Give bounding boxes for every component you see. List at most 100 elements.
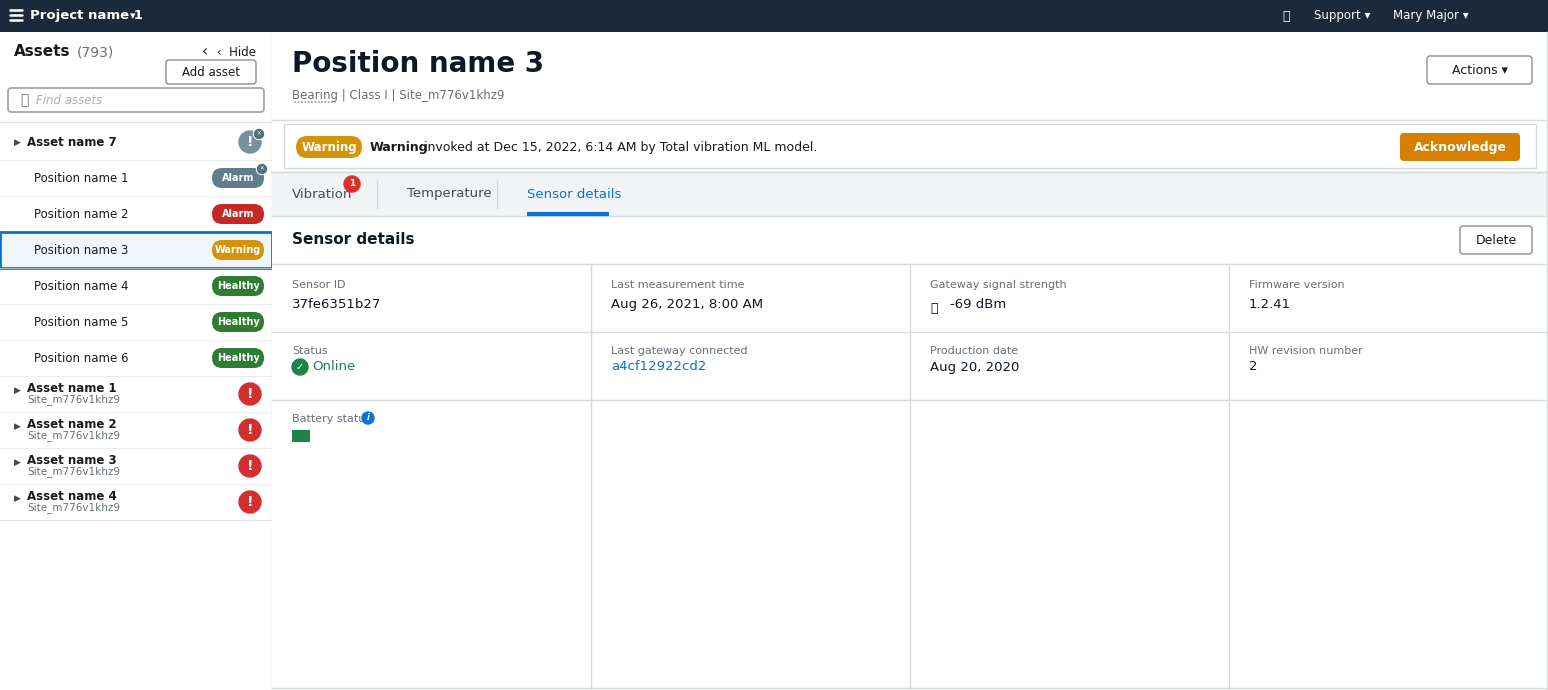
- Text: ✕: ✕: [257, 132, 262, 137]
- Text: Battery status: Battery status: [293, 414, 372, 424]
- Text: Warning: Warning: [215, 245, 262, 255]
- Text: HW revision number: HW revision number: [1249, 346, 1362, 356]
- FancyBboxPatch shape: [212, 312, 265, 332]
- Text: Position name 5: Position name 5: [34, 315, 128, 328]
- Text: Site_m776v1khz9: Site_m776v1khz9: [26, 395, 121, 406]
- Text: ▶: ▶: [14, 422, 20, 431]
- FancyBboxPatch shape: [0, 0, 1548, 32]
- FancyBboxPatch shape: [283, 124, 1536, 168]
- FancyBboxPatch shape: [212, 204, 265, 224]
- Text: Last measurement time: Last measurement time: [611, 280, 745, 290]
- Text: Support ▾: Support ▾: [1314, 10, 1370, 23]
- Text: ✕: ✕: [260, 166, 265, 172]
- Text: Site_m776v1khz9: Site_m776v1khz9: [26, 502, 121, 513]
- FancyBboxPatch shape: [212, 168, 265, 188]
- Circle shape: [238, 455, 262, 477]
- Text: !: !: [246, 387, 254, 401]
- Text: 🔔: 🔔: [1282, 10, 1289, 23]
- Text: !: !: [246, 459, 254, 473]
- Text: Position name 3: Position name 3: [293, 50, 545, 78]
- FancyBboxPatch shape: [0, 232, 272, 268]
- FancyBboxPatch shape: [272, 32, 1548, 120]
- Text: !: !: [246, 135, 254, 149]
- FancyBboxPatch shape: [8, 88, 265, 112]
- Text: ▶: ▶: [14, 493, 20, 502]
- Text: -69 dBm: -69 dBm: [950, 298, 1006, 311]
- Text: ▶: ▶: [14, 457, 20, 466]
- FancyBboxPatch shape: [212, 240, 265, 260]
- Circle shape: [254, 128, 265, 139]
- FancyBboxPatch shape: [1399, 133, 1520, 161]
- Text: Assets: Assets: [14, 44, 71, 59]
- Text: Asset name 3: Asset name 3: [26, 453, 116, 466]
- Text: Project name 1: Project name 1: [29, 10, 142, 23]
- Text: Online: Online: [313, 360, 354, 373]
- Text: a4cf12922cd2: a4cf12922cd2: [611, 360, 706, 373]
- Text: Firmware version: Firmware version: [1249, 280, 1345, 290]
- Text: Asset name 4: Asset name 4: [26, 489, 116, 502]
- Text: Bearing | Class I | Site_m776v1khz9: Bearing | Class I | Site_m776v1khz9: [293, 90, 505, 103]
- Text: Actions ▾: Actions ▾: [1452, 63, 1508, 77]
- Text: Position name 4: Position name 4: [34, 279, 128, 293]
- FancyBboxPatch shape: [1460, 226, 1533, 254]
- Text: Asset name 1: Asset name 1: [26, 382, 116, 395]
- Text: Add asset: Add asset: [183, 66, 240, 79]
- FancyBboxPatch shape: [272, 216, 1548, 690]
- Text: ⌕: ⌕: [20, 93, 28, 107]
- Text: Last gateway connected: Last gateway connected: [611, 346, 748, 356]
- Text: Temperature: Temperature: [407, 188, 492, 201]
- Text: (793): (793): [77, 45, 115, 59]
- Text: Healthy: Healthy: [217, 317, 260, 327]
- Text: Sensor ID: Sensor ID: [293, 280, 345, 290]
- Text: Asset name 7: Asset name 7: [26, 135, 116, 148]
- Text: Alarm: Alarm: [221, 173, 254, 183]
- Text: invoked at Dec 15, 2022, 6:14 AM by Total vibration ML model.: invoked at Dec 15, 2022, 6:14 AM by Tota…: [420, 141, 817, 153]
- Text: !: !: [246, 495, 254, 509]
- Circle shape: [362, 412, 375, 424]
- FancyBboxPatch shape: [272, 172, 1548, 216]
- Circle shape: [254, 130, 263, 139]
- FancyBboxPatch shape: [166, 60, 255, 84]
- FancyBboxPatch shape: [272, 120, 1548, 172]
- Text: Sensor details: Sensor details: [293, 233, 415, 248]
- FancyBboxPatch shape: [293, 430, 310, 442]
- Text: Find assets: Find assets: [36, 94, 102, 106]
- Text: ▶: ▶: [14, 386, 20, 395]
- Text: Warning: Warning: [370, 141, 429, 153]
- Text: Sensor details: Sensor details: [526, 188, 621, 201]
- Text: 37fe6351b27: 37fe6351b27: [293, 298, 381, 311]
- Text: Aug 26, 2021, 8:00 AM: Aug 26, 2021, 8:00 AM: [611, 298, 763, 311]
- Text: i: i: [367, 413, 370, 422]
- Text: Production date: Production date: [930, 346, 1019, 356]
- Text: Asset name 2: Asset name 2: [26, 417, 116, 431]
- Text: 📶: 📶: [930, 302, 938, 315]
- Circle shape: [238, 419, 262, 441]
- FancyBboxPatch shape: [0, 32, 272, 690]
- Circle shape: [257, 164, 266, 173]
- Text: Acknowledge: Acknowledge: [1413, 141, 1506, 153]
- Text: Warning: Warning: [302, 141, 356, 153]
- Circle shape: [238, 131, 262, 153]
- Text: Healthy: Healthy: [217, 281, 260, 291]
- Text: 1: 1: [348, 179, 354, 188]
- Circle shape: [344, 176, 361, 192]
- Text: Delete: Delete: [1475, 233, 1517, 246]
- Text: Site_m776v1khz9: Site_m776v1khz9: [26, 466, 121, 477]
- Text: Position name 6: Position name 6: [34, 351, 128, 364]
- FancyBboxPatch shape: [1427, 56, 1533, 84]
- Circle shape: [293, 359, 308, 375]
- FancyBboxPatch shape: [212, 348, 265, 368]
- Text: Gateway signal strength: Gateway signal strength: [930, 280, 1067, 290]
- Text: ✓: ✓: [296, 362, 303, 372]
- Text: ‹: ‹: [201, 44, 207, 59]
- Text: Position name 1: Position name 1: [34, 172, 128, 184]
- Text: Position name 2: Position name 2: [34, 208, 128, 221]
- Text: Mary Major ▾: Mary Major ▾: [1393, 10, 1469, 23]
- Text: ‹  Hide: ‹ Hide: [217, 46, 255, 59]
- Text: Aug 20, 2020: Aug 20, 2020: [930, 360, 1020, 373]
- Text: Site_m776v1khz9: Site_m776v1khz9: [26, 431, 121, 442]
- Text: 2: 2: [1249, 360, 1257, 373]
- FancyBboxPatch shape: [296, 136, 362, 158]
- Text: 1.2.41: 1.2.41: [1249, 298, 1291, 311]
- Circle shape: [257, 164, 268, 175]
